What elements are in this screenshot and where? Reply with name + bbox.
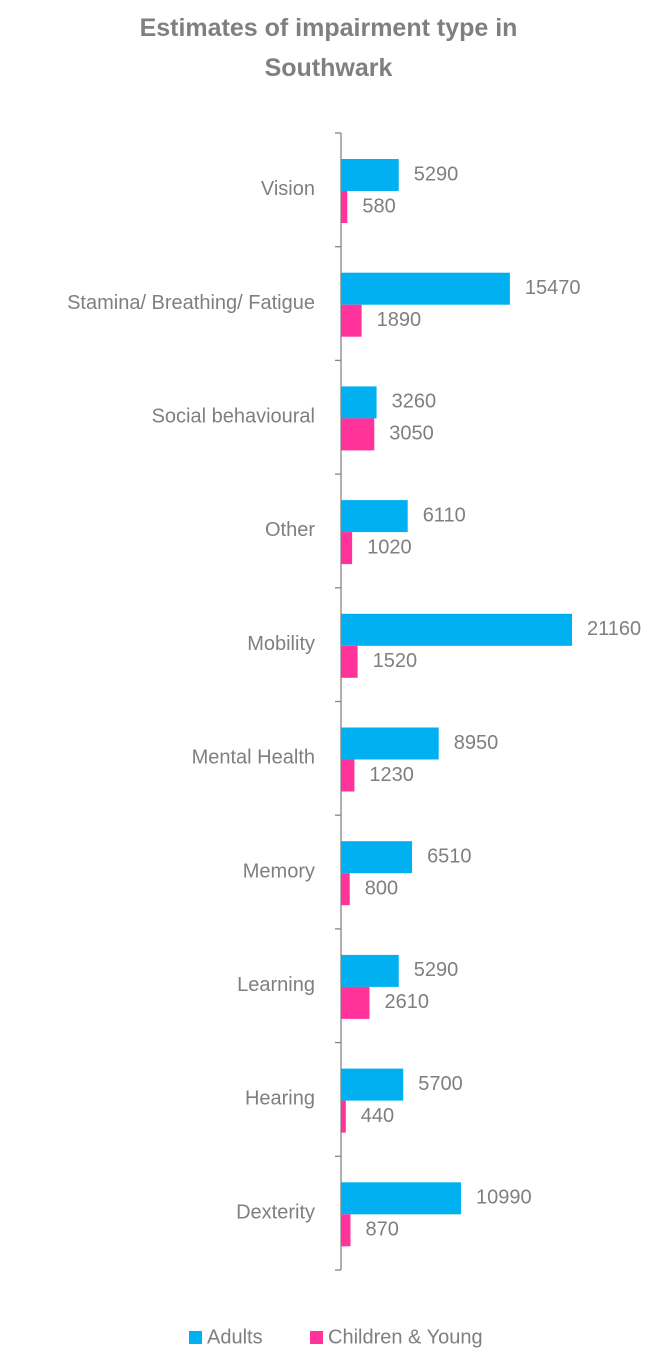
- category-label: Dexterity: [236, 1201, 315, 1223]
- bar: [341, 841, 413, 874]
- category-label: Memory: [243, 860, 315, 882]
- bar: [341, 159, 399, 191]
- bar: [341, 272, 510, 305]
- value-label: 1230: [369, 764, 414, 786]
- legend-swatch: [189, 1331, 202, 1344]
- bar: [341, 1100, 346, 1133]
- bar: [341, 386, 377, 419]
- category-label: Other: [265, 519, 315, 541]
- category-label: Social behavioural: [152, 406, 315, 428]
- bar: [341, 1068, 404, 1101]
- legend-swatch: [310, 1331, 323, 1344]
- bar: [341, 418, 375, 451]
- bar: [341, 954, 399, 987]
- bar: [341, 613, 572, 646]
- value-label: 15470: [525, 277, 581, 299]
- value-label: 1020: [367, 536, 412, 558]
- bar: [341, 727, 439, 760]
- value-label: 6510: [427, 845, 472, 867]
- value-label: 800: [365, 877, 398, 899]
- bar: [341, 986, 370, 1019]
- bar: [341, 304, 362, 337]
- bar: [341, 873, 350, 906]
- bar: [341, 645, 358, 678]
- value-label: 3050: [389, 423, 434, 445]
- category-label: Mobility: [247, 633, 315, 655]
- value-label: 1520: [373, 650, 418, 672]
- value-label: 5290: [414, 959, 459, 981]
- value-label: 2610: [384, 991, 429, 1013]
- value-label: 3260: [392, 391, 437, 413]
- legend-label: Children & Young: [328, 1326, 483, 1348]
- value-label: 580: [362, 195, 395, 217]
- value-label: 10990: [476, 1187, 532, 1209]
- chart-title: Estimates of impairment type in Southwar…: [139, 14, 518, 82]
- category-label: Hearing: [245, 1088, 315, 1110]
- value-label: 1890: [377, 309, 422, 331]
- bar: [341, 191, 348, 223]
- category-label: Mental Health: [192, 747, 315, 769]
- value-label: 440: [361, 1105, 394, 1127]
- category-label: Learning: [237, 974, 315, 996]
- title-box: Estimates of impairment type in Southwar…: [0, 8, 657, 88]
- value-label: 5700: [418, 1073, 463, 1095]
- category-label: Vision: [261, 178, 315, 200]
- value-label: 5290: [414, 163, 459, 185]
- bar: [341, 759, 355, 792]
- category-label: Stamina/ Breathing/ Fatigue: [67, 292, 315, 314]
- bar: [341, 1182, 461, 1215]
- bar: [341, 532, 353, 565]
- value-label: 870: [365, 1219, 398, 1241]
- value-label: 8950: [454, 732, 499, 754]
- value-label: 21160: [587, 618, 641, 640]
- bar: [341, 500, 408, 533]
- bar: [341, 1214, 351, 1247]
- value-label: 6110: [423, 504, 466, 526]
- legend-label: Adults: [207, 1326, 263, 1348]
